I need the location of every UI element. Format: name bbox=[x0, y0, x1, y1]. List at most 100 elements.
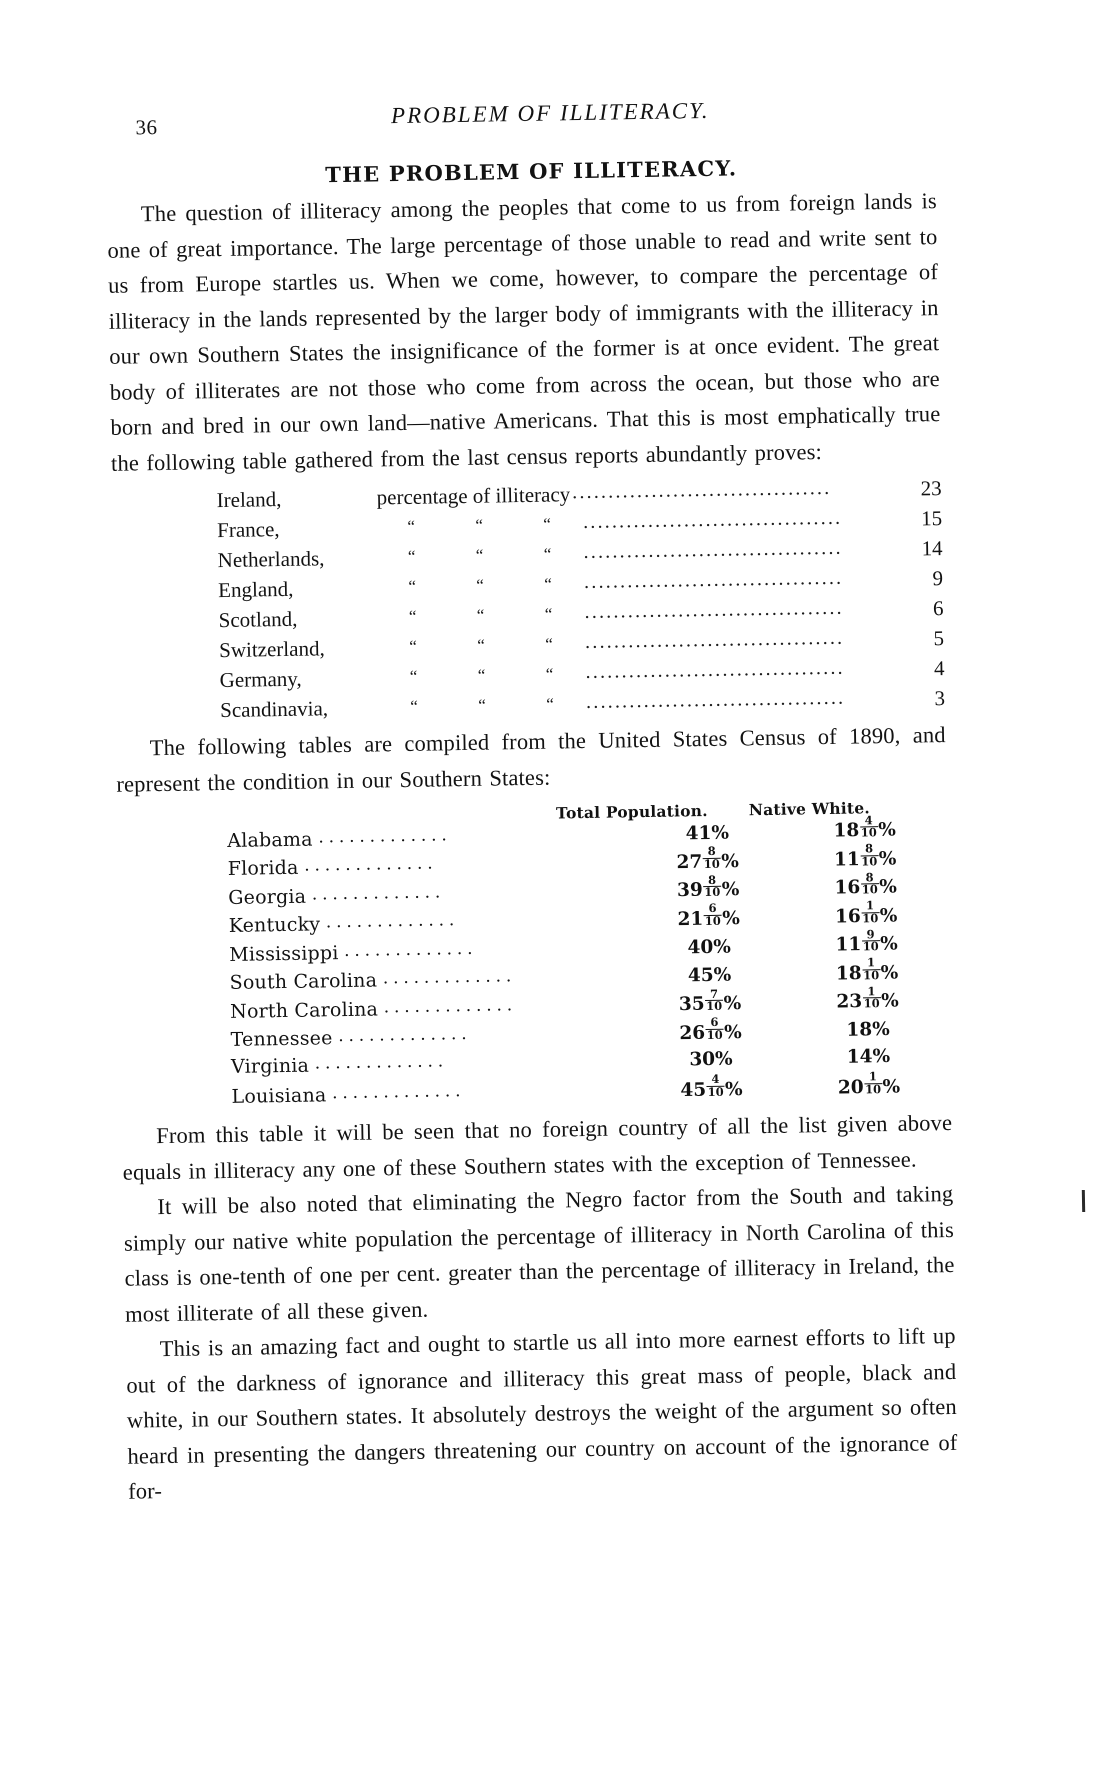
native-white-value: 11 9 10% bbox=[784, 927, 949, 957]
leader-dots: ............. bbox=[314, 1050, 449, 1074]
percent-sign: % bbox=[724, 1078, 743, 1100]
country-name: Switzerland, bbox=[218, 636, 325, 663]
native-white-value: 16 8 10% bbox=[783, 870, 948, 900]
state-name: Kentucky bbox=[228, 913, 321, 938]
leader-dots: ............. bbox=[304, 852, 438, 876]
value-whole: 23 bbox=[836, 991, 863, 1013]
fraction: 4 10 bbox=[859, 813, 878, 840]
ditto-mark: “ bbox=[544, 574, 553, 594]
fraction: 4 10 bbox=[706, 1072, 725, 1099]
country-name: Scotland, bbox=[218, 606, 298, 633]
fraction: 8 10 bbox=[703, 873, 722, 900]
country-value: 14 bbox=[921, 536, 943, 561]
ditto-mark: “ bbox=[409, 666, 418, 686]
country-phrase: “ “ “ bbox=[379, 659, 583, 692]
total-population-value: 40% bbox=[634, 935, 784, 958]
state-name: Georgia bbox=[228, 885, 307, 909]
total-population-value: 35 7 10% bbox=[635, 987, 785, 1016]
percent-sign: % bbox=[714, 1048, 733, 1070]
value-whole: 41 bbox=[685, 822, 712, 844]
fraction: 7 10 bbox=[704, 987, 724, 1014]
leader-dots: ............. bbox=[318, 823, 453, 848]
value-whole: 45 bbox=[680, 1079, 707, 1101]
country-name: Netherlands, bbox=[217, 546, 325, 573]
percent-sign: % bbox=[722, 907, 741, 929]
ditto-mark: “ bbox=[475, 515, 484, 535]
native-white-value: 23 1 10% bbox=[785, 984, 950, 1014]
fraction: 1 10 bbox=[861, 899, 880, 926]
state-name: Louisiana bbox=[231, 1084, 327, 1109]
total-population-value: 26 6 10% bbox=[635, 1015, 785, 1044]
leader-dots: .................................... bbox=[585, 686, 846, 713]
country-phrase: “ “ “ bbox=[377, 539, 581, 572]
state-name: Tennessee bbox=[230, 1027, 333, 1052]
fraction: 8 10 bbox=[860, 842, 879, 868]
country-value: 4 bbox=[933, 656, 945, 681]
country-name: England, bbox=[217, 576, 294, 603]
leader-dots: ............. bbox=[311, 880, 446, 905]
fraction-denominator: 10 bbox=[706, 999, 723, 1014]
country-value: 6 bbox=[932, 596, 944, 621]
native-white-value: 14% bbox=[786, 1045, 951, 1069]
ditto-mark: “ bbox=[408, 576, 417, 596]
fraction-denominator: 10 bbox=[862, 911, 879, 926]
ditto-mark: “ bbox=[410, 696, 419, 716]
paragraph-5: This is an amazing fact and ought to sta… bbox=[126, 1322, 958, 1504]
percent-sign: % bbox=[872, 1045, 891, 1068]
country-name: Scandinavia, bbox=[219, 696, 329, 723]
percent-sign: % bbox=[721, 879, 740, 901]
state-name: North Carolina bbox=[229, 998, 379, 1023]
country-phrase: “ “ “ bbox=[380, 689, 584, 722]
country-value: 15 bbox=[920, 506, 943, 531]
value-whole: 27 bbox=[676, 851, 703, 873]
value-whole: 45 bbox=[687, 965, 714, 987]
fraction-denominator: 10 bbox=[862, 939, 879, 954]
ditto-mark: “ bbox=[407, 516, 416, 536]
fraction-denominator: 10 bbox=[861, 882, 878, 897]
native-white-value: 18 1 10% bbox=[784, 956, 949, 985]
country-value: 5 bbox=[933, 626, 945, 651]
state-name: Florida bbox=[227, 856, 299, 881]
value-whole: 21 bbox=[677, 908, 704, 930]
value-whole: 11 bbox=[835, 934, 862, 956]
percent-sign: % bbox=[880, 990, 899, 1012]
ditto-mark: “ bbox=[477, 635, 486, 655]
ditto-mark: “ bbox=[409, 636, 418, 656]
page-content: 36 PROBLEM OF ILLITERACY. THE PROBLEM OF… bbox=[105, 88, 958, 1509]
total-population-value: 45% bbox=[634, 964, 784, 987]
percent-sign: % bbox=[878, 819, 897, 841]
paragraph-2: The following tables are compiled from t… bbox=[116, 722, 946, 797]
fraction: 8 10 bbox=[702, 844, 721, 871]
percent-sign: % bbox=[713, 936, 731, 958]
value-whole: 11 bbox=[833, 848, 860, 871]
value-whole: 30 bbox=[689, 1048, 716, 1071]
paragraph-3: From this table it will be seen that no … bbox=[122, 1109, 953, 1185]
fraction: 1 10 bbox=[863, 1070, 883, 1097]
fraction: 1 10 bbox=[861, 956, 881, 982]
ditto-mark: “ bbox=[543, 514, 552, 534]
value-whole: 26 bbox=[679, 1022, 706, 1044]
fraction: 9 10 bbox=[861, 927, 880, 954]
leader-dots: ............. bbox=[383, 993, 518, 1017]
leader-dots: ............. bbox=[338, 1023, 472, 1047]
value-whole: 18 bbox=[833, 820, 860, 842]
country-name: France, bbox=[216, 517, 280, 543]
ditto-mark: “ bbox=[543, 544, 552, 564]
native-white-value: 16 1 10% bbox=[783, 899, 948, 929]
country-phrase: “ “ “ bbox=[379, 629, 583, 662]
native-white-value: 11 8 10% bbox=[783, 842, 948, 872]
fraction-denominator: 10 bbox=[865, 1082, 882, 1097]
ditto-mark: “ bbox=[476, 605, 485, 625]
country-phrase: “ “ “ bbox=[377, 509, 581, 542]
percent-sign: % bbox=[879, 904, 898, 927]
total-population-value: 21 6 10% bbox=[633, 901, 783, 930]
percent-sign: % bbox=[878, 847, 897, 870]
country-illiteracy-table: Ireland, percentage of illiteracy ......… bbox=[111, 473, 945, 727]
margin-tick-mark bbox=[1081, 1189, 1086, 1213]
total-population-value: 27 8 10% bbox=[633, 844, 783, 873]
country-phrase: “ “ “ bbox=[378, 569, 582, 602]
fraction-denominator: 10 bbox=[704, 885, 721, 900]
ditto-mark: “ bbox=[545, 664, 554, 684]
fraction: 1 10 bbox=[862, 984, 881, 1011]
